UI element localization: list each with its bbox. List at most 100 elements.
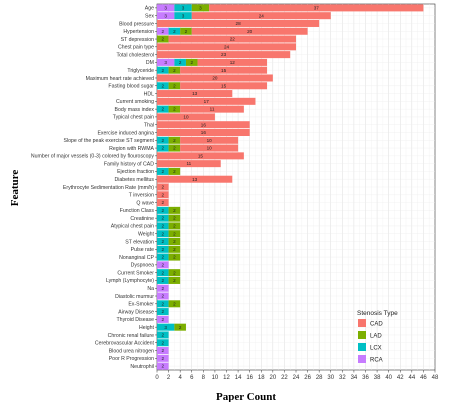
- bar-segment-lcx: [157, 269, 169, 277]
- x-tick-label: 36: [362, 375, 369, 381]
- bar-segment-lcx: [157, 105, 169, 113]
- bar-segment-label: 2: [162, 146, 165, 151]
- bar-segment-label: 2: [162, 262, 165, 267]
- bar-segment-cad: [157, 74, 273, 82]
- bar-segment-lad: [157, 35, 169, 43]
- x-tick-label: 8: [202, 375, 206, 381]
- y-tick-label: Maximum heart rate achieved: [86, 76, 154, 82]
- y-tick-label: Blood pressure: [119, 21, 154, 27]
- bar-segment-cad: [157, 19, 320, 27]
- bar-segment-rca: [157, 27, 169, 35]
- y-tick-label: Exercise induced angina: [97, 130, 154, 136]
- bar-segment-lcx: [157, 323, 175, 331]
- bar-segment-label: 2: [173, 208, 176, 213]
- bar-segment-label: 2: [162, 29, 165, 34]
- bar-segment-label: 12: [230, 60, 236, 65]
- legend-swatch-cad: [358, 319, 366, 327]
- bar-segment-label: 2: [162, 169, 165, 174]
- bar-segment-label: 2: [162, 107, 165, 112]
- bar-segment-lcx: [157, 66, 169, 74]
- bar-segment-label: 2: [162, 340, 165, 345]
- legend-swatch-lad: [358, 331, 366, 339]
- bar-segment-lcx: [157, 222, 169, 230]
- bar-segment-label: 2: [162, 138, 165, 143]
- bar-segment-lad: [168, 214, 181, 222]
- bar-segment-lad: [185, 58, 198, 66]
- y-tick-label: DM: [146, 60, 154, 66]
- bar-segment-lad: [168, 300, 181, 308]
- bar-segment-lcx: [157, 245, 169, 253]
- y-tick-label: Diastolic murmur: [115, 294, 154, 300]
- bar-segment-lcx: [157, 214, 169, 222]
- bar-segment-label: 2: [162, 192, 165, 197]
- bar-segment-cad: [157, 175, 233, 183]
- bar-segment-label: 2: [162, 356, 165, 361]
- bar-segment-label: 24: [224, 44, 230, 49]
- bar-segment-label: 2: [179, 60, 182, 65]
- bar-segment-label: 2: [173, 255, 176, 260]
- bar-segment-label: 2: [173, 138, 176, 143]
- x-tick-label: 20: [269, 375, 276, 381]
- y-tick-label: Blood urea nitrogen: [109, 348, 154, 354]
- bar-segment-label: 20: [212, 76, 218, 81]
- y-tick-label: Weight: [138, 232, 155, 238]
- x-tick-label: 24: [293, 375, 300, 381]
- bar-segment-lad: [191, 4, 210, 12]
- bar-segment-lad: [168, 136, 181, 144]
- legend: Stenosis Type CAD LAD LCX RCA: [357, 310, 398, 364]
- bar-segment-label: 17: [204, 99, 210, 104]
- bar-segment-label: 3: [164, 13, 167, 18]
- x-tick-label: 10: [212, 375, 219, 381]
- bar-segment-cad: [180, 105, 244, 113]
- y-tick-label: Triglyceride: [127, 68, 154, 74]
- bar-segment-cad: [157, 128, 250, 136]
- bar-segment-lad: [168, 253, 181, 261]
- y-tick-label: Neutrophil: [130, 364, 154, 370]
- bar-segment-label: 2: [173, 247, 176, 252]
- bar-segment-cad: [180, 144, 239, 152]
- y-tick-label: Dyspnoea: [131, 263, 154, 269]
- bar-segment-cad: [157, 183, 169, 191]
- bar-segment-label: 2: [162, 270, 165, 275]
- bar-segment-label: 11: [186, 161, 191, 166]
- bar-segment-lad: [174, 323, 186, 331]
- bar-segment-label: 15: [221, 68, 227, 73]
- y-tick-label: Airway Disease: [118, 309, 154, 315]
- bar-segment-lcx: [157, 308, 169, 316]
- bar-segment-label: 2: [173, 239, 176, 244]
- bar-segment-rca: [157, 315, 169, 323]
- bar-segment-lad: [168, 82, 181, 90]
- bar-segment-cad: [157, 113, 215, 121]
- y-tick-label: ST elevation: [125, 239, 154, 245]
- y-tick-label: Chest pain type: [118, 45, 154, 51]
- bar-segment-label: 2: [162, 216, 165, 221]
- bar-segment-cad: [180, 136, 239, 144]
- y-tick-label: Thyroid Disease: [117, 317, 155, 323]
- bar-segment-label: 2: [173, 278, 176, 283]
- bar-segment-label: 10: [183, 115, 189, 120]
- bar-segment-label: 24: [259, 13, 265, 18]
- y-tick-label: Number of major vessels (0-3) colored by…: [31, 154, 155, 160]
- bar-segment-label: 37: [314, 5, 320, 10]
- bar-segment-lad: [180, 27, 192, 35]
- y-tick-label: Hypertension: [123, 29, 154, 35]
- bar-segment-label: 2: [162, 286, 165, 291]
- bar-segment-lcx: [174, 4, 192, 12]
- y-tick-label: Typical chest pain: [113, 115, 154, 121]
- x-tick-label: 38: [374, 375, 381, 381]
- bar-segment-cad: [197, 58, 268, 66]
- bar-segment-label: 2: [162, 239, 165, 244]
- bar-segment-label: 3: [164, 60, 167, 65]
- bar-segment-lad: [168, 230, 181, 238]
- x-tick-label: 16: [246, 375, 253, 381]
- bar-segment-rca: [157, 354, 169, 362]
- x-tick-label: 12: [223, 375, 230, 381]
- bar-segment-label: 2: [162, 255, 165, 260]
- bar-segment-label: 2: [162, 333, 165, 338]
- bar-segment-label: 2: [173, 83, 176, 88]
- y-axis-title: Feature: [9, 170, 21, 207]
- bar-segment-label: 2: [162, 247, 165, 252]
- y-tick-label: Cerebrovascular Accident: [95, 341, 155, 347]
- bar-segment-label: 2: [162, 309, 165, 314]
